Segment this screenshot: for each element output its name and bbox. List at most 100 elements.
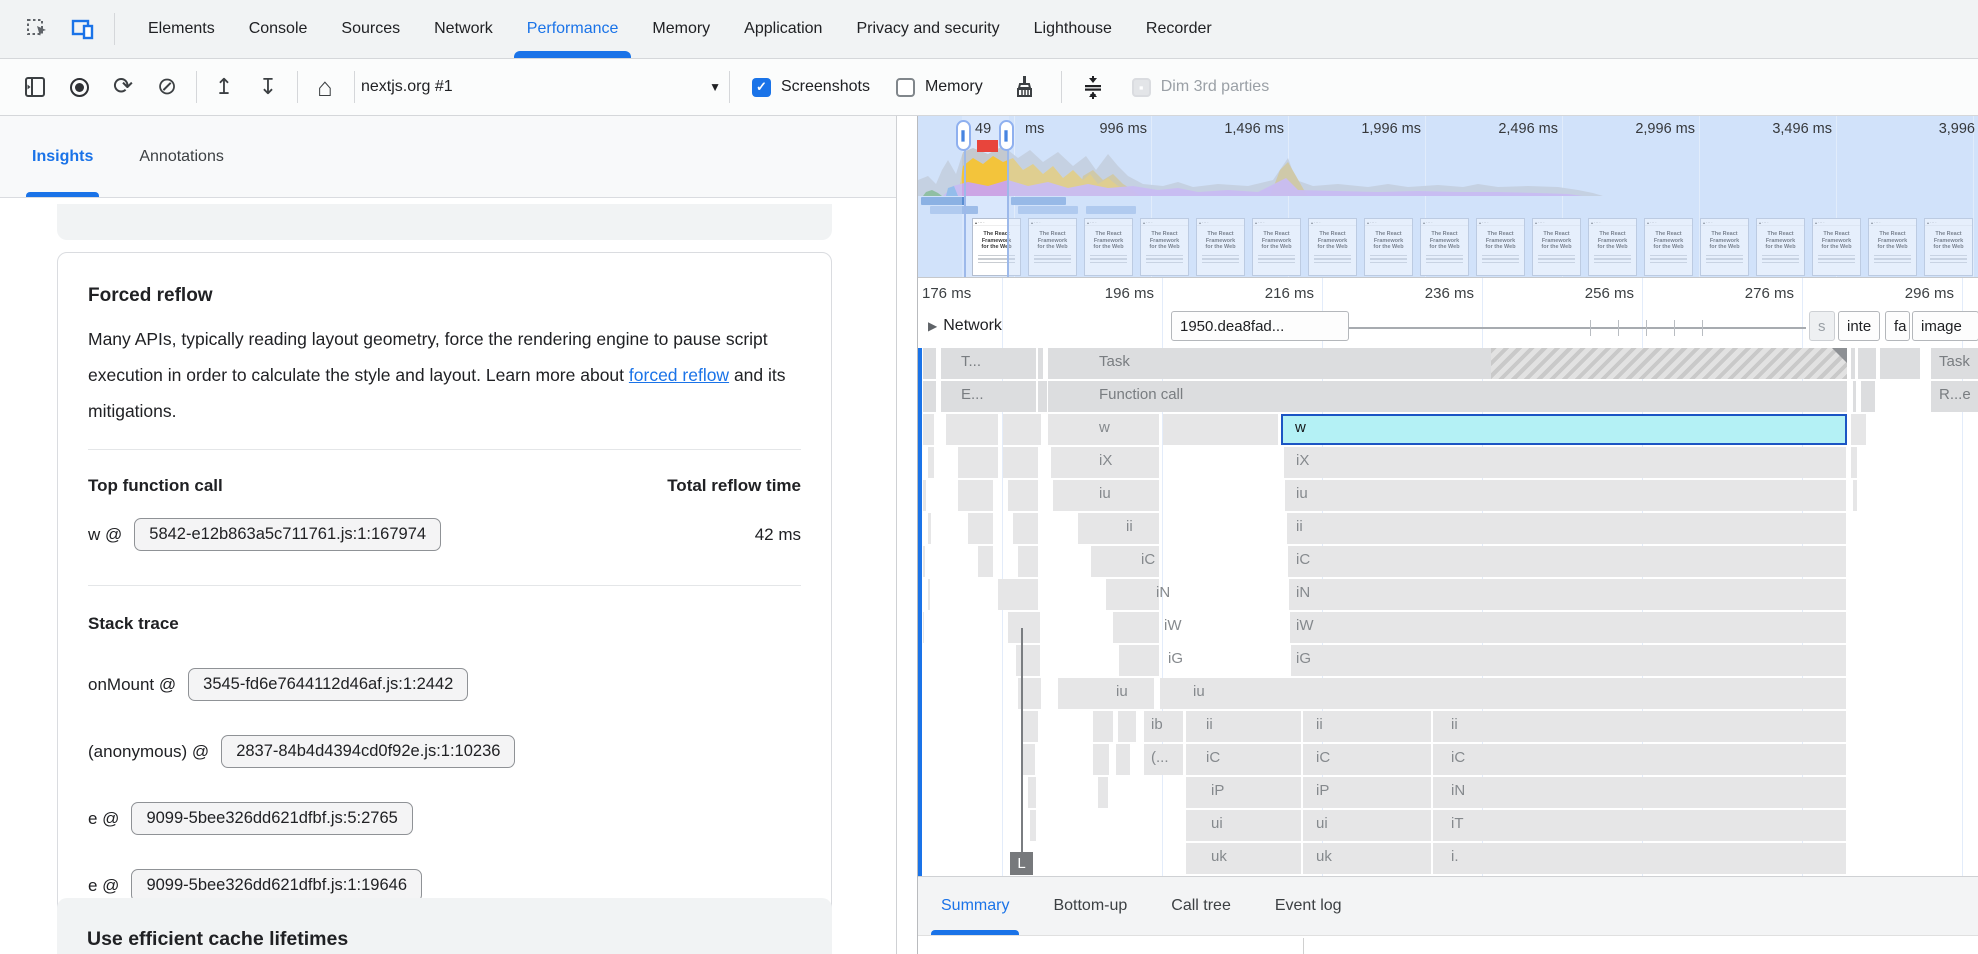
dim-3rd-parties-checkbox[interactable]: ▪ Dim 3rd parties <box>1131 77 1269 97</box>
flame-fragment[interactable] <box>928 513 931 544</box>
flame-event[interactable]: ui <box>1186 810 1301 841</box>
flame-chart-area[interactable]: 176 ms 196 ms 216 ms 236 ms 256 ms 276 ms 296 … <box>918 278 1978 954</box>
tab-memory[interactable]: Memory <box>652 20 711 37</box>
source-location-chip[interactable]: 3545-fd6e7644112d46af.js:1:2442 <box>188 668 469 701</box>
tab-console[interactable]: Console <box>248 20 308 37</box>
screenshot-thumbnail[interactable]: ▴ ··· · The React Framework for the Web <box>1364 218 1413 276</box>
history-select[interactable]: nextjs.org #1 ▼ <box>361 78 721 96</box>
flame-fragment[interactable] <box>978 546 993 577</box>
flame-fragment[interactable] <box>1853 480 1857 511</box>
tab-sources[interactable]: Sources <box>341 20 401 37</box>
flame-event[interactable]: R...e <box>1931 381 1978 412</box>
flame-fragment[interactable] <box>1880 348 1920 379</box>
screenshots-checkbox[interactable]: ✓ Screenshots <box>752 77 870 97</box>
flame-event[interactable]: uk <box>1303 843 1431 874</box>
flame-event[interactable]: iu <box>1285 480 1846 511</box>
flame-fragment[interactable] <box>968 513 993 544</box>
flame-fragment[interactable] <box>1030 810 1036 841</box>
flame-event[interactable]: i. <box>1433 843 1846 874</box>
flame-fragment[interactable] <box>1023 744 1035 775</box>
source-location-chip[interactable]: 2837-84b4d4394cd0f92e.js:1:10236 <box>221 735 516 768</box>
flame-fragment[interactable] <box>1018 678 1041 709</box>
flame-event[interactable]: iP <box>1186 777 1301 808</box>
flame-event[interactable]: iG <box>1291 645 1846 676</box>
flame-fragment[interactable] <box>998 579 1038 610</box>
flame-fragment[interactable] <box>1163 414 1278 445</box>
flame-event[interactable]: iu <box>1058 678 1154 709</box>
flame-fragment[interactable] <box>923 480 926 511</box>
tab-lighthouse[interactable]: Lighthouse <box>1033 20 1112 37</box>
toggle-sidebar-icon[interactable] <box>20 72 50 102</box>
flame-event[interactable]: ii <box>1078 513 1159 544</box>
selection-handle[interactable]: ∥ <box>956 120 971 151</box>
flame-event[interactable]: (... <box>1144 744 1183 775</box>
flame-event[interactable]: Task <box>1931 348 1978 379</box>
flame-event[interactable]: iP <box>1303 777 1431 808</box>
flame-fragment[interactable] <box>1851 414 1866 445</box>
flame-event[interactable]: Function call <box>1048 381 1847 412</box>
flame-event[interactable]: iu <box>1053 480 1159 511</box>
flame-event[interactable]: iX <box>1051 447 1159 478</box>
sidebar-tab-insights[interactable]: Insights <box>25 116 100 197</box>
flame-fragment[interactable] <box>1858 348 1876 379</box>
flame-event[interactable]: ii <box>1433 711 1846 742</box>
tab-privacy-and-security[interactable]: Privacy and security <box>856 20 1000 37</box>
screenshot-thumbnail[interactable]: ▴ ··· · The React Framework for the Web <box>972 218 1021 276</box>
flame-event[interactable]: iu <box>1160 678 1846 709</box>
screenshot-thumbnail[interactable]: ▴ ··· · The React Framework for the Web <box>1140 218 1189 276</box>
flame-fragment[interactable] <box>1118 711 1136 742</box>
screenshot-thumbnail[interactable]: ▴ ··· · The React Framework for the Web <box>1532 218 1581 276</box>
flame-event[interactable]: uk <box>1186 843 1301 874</box>
flame-event[interactable]: E... <box>941 381 1036 412</box>
flame-event[interactable]: iC <box>1433 744 1846 775</box>
upload-profile-icon[interactable]: ↥ <box>214 74 234 99</box>
flame-fragment[interactable] <box>923 546 925 577</box>
screenshot-thumbnail[interactable]: ▴ ··· · The React Framework for the Web <box>1084 218 1133 276</box>
network-request-chip[interactable]: 1950.dea8fad... <box>1171 311 1349 341</box>
timeline-minimap[interactable]: ▴ ··· · The React Framework for the Web ▴ ··… <box>918 116 1978 278</box>
selection-stem[interactable] <box>1007 124 1009 277</box>
details-tab-call-tree[interactable]: Call tree <box>1171 897 1231 914</box>
flame-fragment[interactable] <box>1016 645 1040 676</box>
flame-fragment[interactable] <box>1038 381 1047 412</box>
flame-fragment[interactable] <box>1013 513 1038 544</box>
memory-checkbox[interactable]: Memory <box>895 77 983 97</box>
flame-fragment[interactable] <box>1851 447 1857 478</box>
flame-fragment[interactable] <box>1003 447 1038 478</box>
tab-recorder[interactable]: Recorder <box>1145 20 1212 37</box>
clear-icon[interactable]: ⊘ <box>156 73 178 100</box>
reload-record-icon[interactable]: ⟳ <box>112 73 134 100</box>
sidebar-tab-annotations[interactable]: Annotations <box>139 147 224 165</box>
flame-event[interactable]: iN <box>1433 777 1846 808</box>
network-request-chip[interactable]: fa <box>1885 311 1910 341</box>
screenshot-thumbnail[interactable]: ▴ ··· · The React Framework for the Web <box>1588 218 1637 276</box>
flame-event[interactable]: ui <box>1303 810 1431 841</box>
screenshot-thumbnail[interactable]: ▴ ··· · The React Framework for the Web <box>1308 218 1357 276</box>
previous-insight-card[interactable] <box>57 204 832 240</box>
network-track[interactable]: ▶ Network 1950.dea8fad... s inte fa image <box>918 308 1978 348</box>
flame-fragment[interactable] <box>1116 744 1130 775</box>
screenshot-thumbnail[interactable]: ▴ ··· · The React Framework for the Web <box>1644 218 1693 276</box>
flame-fragment[interactable] <box>923 348 936 379</box>
flame-event[interactable]: iN <box>1106 579 1170 610</box>
flame-fragment[interactable] <box>923 612 924 643</box>
flame-fragment[interactable] <box>923 414 934 445</box>
flame-fragment[interactable] <box>1861 381 1875 412</box>
flame-fragment[interactable] <box>1853 381 1856 412</box>
details-tab-bottom-up[interactable]: Bottom-up <box>1053 897 1128 914</box>
screenshot-thumbnail[interactable]: ▴ ··· · The React Framework for the Web <box>1700 218 1749 276</box>
flame-event[interactable]: iW <box>1113 612 1182 643</box>
flame-fragment[interactable] <box>1028 777 1036 808</box>
source-location-chip[interactable]: 9099-5bee326dd621dfbf.js:1:19646 <box>131 869 423 902</box>
screenshot-thumbnail[interactable]: ▴ ··· · The React Framework for the Web <box>1476 218 1525 276</box>
flame-event[interactable]: T... <box>941 348 1036 379</box>
flame-event[interactable]: iX <box>1284 447 1846 478</box>
flame-fragment[interactable] <box>1008 612 1040 643</box>
flame-event[interactable]: ib <box>1144 711 1183 742</box>
screenshot-thumbnail[interactable]: ▴ ··· · The React Framework for the Web <box>1028 218 1077 276</box>
tab-application[interactable]: Application <box>744 20 823 37</box>
insights-scroll-area[interactable]: Forced reflow Many APIs, typically readi… <box>0 198 896 954</box>
flame-event[interactable]: ii <box>1303 711 1431 742</box>
tab-performance[interactable]: Performance <box>510 0 636 58</box>
flame-event[interactable]: iG <box>1119 645 1183 676</box>
